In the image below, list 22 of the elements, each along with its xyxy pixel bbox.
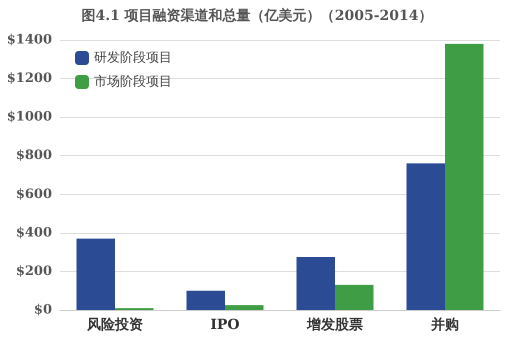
x-tick-label: 增发股票 bbox=[306, 317, 363, 333]
y-tick-label: $1200 bbox=[6, 71, 52, 86]
y-tick-label: $600 bbox=[16, 186, 52, 202]
x-tick-label: 风险投资 bbox=[86, 317, 143, 333]
bar bbox=[225, 305, 264, 310]
y-tick-label: $0 bbox=[34, 302, 52, 318]
bar bbox=[186, 290, 225, 310]
bar bbox=[406, 163, 445, 310]
legend-label: 市场阶段项目 bbox=[94, 74, 172, 90]
legend-label: 研发阶段项目 bbox=[94, 50, 172, 66]
y-tick-label: $800 bbox=[16, 148, 52, 164]
y-tick-label: $1000 bbox=[6, 110, 52, 125]
y-tick-label: $200 bbox=[16, 264, 52, 279]
x-tick-label: IPO bbox=[210, 317, 240, 333]
x-tick-label: 并购 bbox=[430, 316, 459, 333]
chart-title: 图4.1 项目融资渠道和总量（亿美元）（2005-2014） bbox=[82, 7, 432, 24]
y-tick-label: $400 bbox=[16, 225, 52, 240]
y-tick-label: $1400 bbox=[6, 32, 52, 48]
bar bbox=[76, 238, 115, 310]
bar bbox=[335, 284, 374, 310]
bar bbox=[296, 256, 335, 310]
bar bbox=[445, 44, 484, 310]
